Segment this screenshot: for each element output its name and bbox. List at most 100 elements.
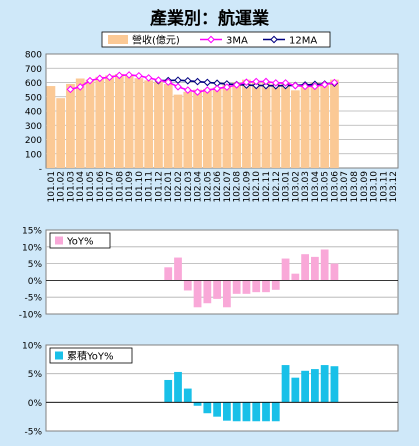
legend-label: 累積YoY% xyxy=(67,350,114,363)
revenue-bar xyxy=(251,82,261,168)
revenue-bar xyxy=(212,87,222,168)
ma3-marker xyxy=(164,78,173,86)
ma12-marker xyxy=(174,76,182,85)
ma3-line xyxy=(70,74,335,93)
yoy-bar xyxy=(164,267,173,281)
x-tick-label: 102.06 xyxy=(213,171,223,203)
x-tick-label: 101.05 xyxy=(86,171,96,203)
x-tick-label: 103.01 xyxy=(282,171,292,203)
legend-label-ma12: 12MA xyxy=(289,36,317,47)
yoy-bar xyxy=(252,402,261,422)
ma3-marker xyxy=(86,76,94,85)
x-tick-label: 103.09 xyxy=(360,171,370,203)
revenue-bar xyxy=(290,90,300,168)
ma3-marker xyxy=(311,82,319,91)
x-tick-label: 102.07 xyxy=(223,171,233,203)
y-tick-label: -5% xyxy=(24,294,42,304)
ma12-marker xyxy=(262,81,270,90)
revenue-bar xyxy=(105,75,114,168)
yoy-bar xyxy=(223,402,231,421)
ma3-marker xyxy=(213,84,221,93)
legend-label-ma3: 3MA xyxy=(226,36,248,47)
yoy-bar xyxy=(213,280,221,299)
yoy-bar xyxy=(232,402,241,422)
revenue-bar xyxy=(134,78,144,168)
yoy-bar xyxy=(183,280,192,291)
ma3-marker xyxy=(262,77,270,86)
ma3-marker xyxy=(115,71,124,80)
revenue-bar xyxy=(261,82,271,168)
y-tick-label: 5% xyxy=(28,370,43,380)
yoy-bar xyxy=(311,369,319,403)
y-tick-label: 10% xyxy=(22,243,42,253)
x-tick-label: 102.04 xyxy=(194,171,204,203)
x-tick-label: 103.12 xyxy=(389,171,399,203)
ma3-marker xyxy=(281,79,290,87)
x-tick-label: 101.07 xyxy=(106,171,116,203)
ma3-marker xyxy=(203,86,212,94)
x-tick-label: 103.11 xyxy=(379,171,389,203)
yoy-bar xyxy=(311,256,319,281)
revenue-bar xyxy=(193,89,202,168)
yoy-bar xyxy=(242,280,251,294)
x-tick-label: 102.09 xyxy=(242,171,252,203)
x-tick-label: 101.08 xyxy=(115,171,125,203)
x-tick-label: 101.04 xyxy=(76,171,86,203)
yoy-bar xyxy=(174,257,182,281)
x-tick-label: 103.02 xyxy=(291,171,301,203)
ma3-marker xyxy=(252,77,261,86)
ma3-marker xyxy=(242,78,251,87)
legend-label-revenue: 營收(億元) xyxy=(132,34,180,47)
yoy-bar xyxy=(203,280,212,304)
y-tick-label: - xyxy=(39,165,42,175)
revenue-bar xyxy=(56,98,66,168)
y-tick-label: -5% xyxy=(24,428,42,438)
yoy-bar xyxy=(183,388,192,403)
yoy-bar xyxy=(301,370,309,403)
yoy-bar xyxy=(320,365,329,403)
ma12-marker xyxy=(203,78,212,87)
x-tick-label: 103.04 xyxy=(311,171,321,203)
x-tick-label: 102.01 xyxy=(164,171,174,203)
ma3-marker xyxy=(66,85,75,94)
revenue-bar xyxy=(271,83,281,168)
y-tick-label: 500 xyxy=(25,93,42,103)
legend-swatch xyxy=(55,236,63,245)
ma3-marker xyxy=(174,82,182,91)
ma3-marker xyxy=(183,86,192,94)
revenue-bar xyxy=(330,79,339,168)
yoy-bar xyxy=(301,254,309,281)
yoy-bar xyxy=(320,249,329,281)
x-tick-label: 102.11 xyxy=(262,171,272,203)
ma3-marker xyxy=(105,73,114,82)
yoy-bar xyxy=(291,377,300,403)
legend-marker-ma12 xyxy=(270,35,278,44)
legend-marker-ma3 xyxy=(207,35,215,44)
chart-2-legend: YoY% xyxy=(49,232,111,249)
y-tick-label: 100 xyxy=(25,150,42,160)
x-tick-label: 103.05 xyxy=(321,171,331,203)
y-tick-label: 15% xyxy=(22,227,42,237)
page-title: 產業別：航運業 xyxy=(150,9,269,29)
ma12-marker xyxy=(252,81,261,90)
x-tick-label: 101.02 xyxy=(57,171,67,203)
yoy-bar xyxy=(232,280,241,294)
ma12-marker xyxy=(213,79,221,88)
x-tick-label: 101.09 xyxy=(125,171,135,203)
x-tick-label: 102.10 xyxy=(252,171,262,203)
ma3-marker xyxy=(95,74,104,83)
x-tick-label: 103.10 xyxy=(370,171,380,203)
revenue-bar xyxy=(281,82,290,168)
legend-label: YoY% xyxy=(66,237,94,248)
yoy-bar xyxy=(174,371,182,403)
revenue-bar xyxy=(46,86,56,168)
x-tick-label: 103.06 xyxy=(330,171,340,203)
yoy-bar xyxy=(262,280,270,293)
ma3-marker xyxy=(76,83,85,91)
ma12-marker xyxy=(193,77,202,86)
yoy-bar xyxy=(271,402,280,422)
revenue-bar xyxy=(310,82,320,168)
y-tick-label: 0% xyxy=(28,399,43,409)
x-tick-label: 101.01 xyxy=(47,171,57,203)
